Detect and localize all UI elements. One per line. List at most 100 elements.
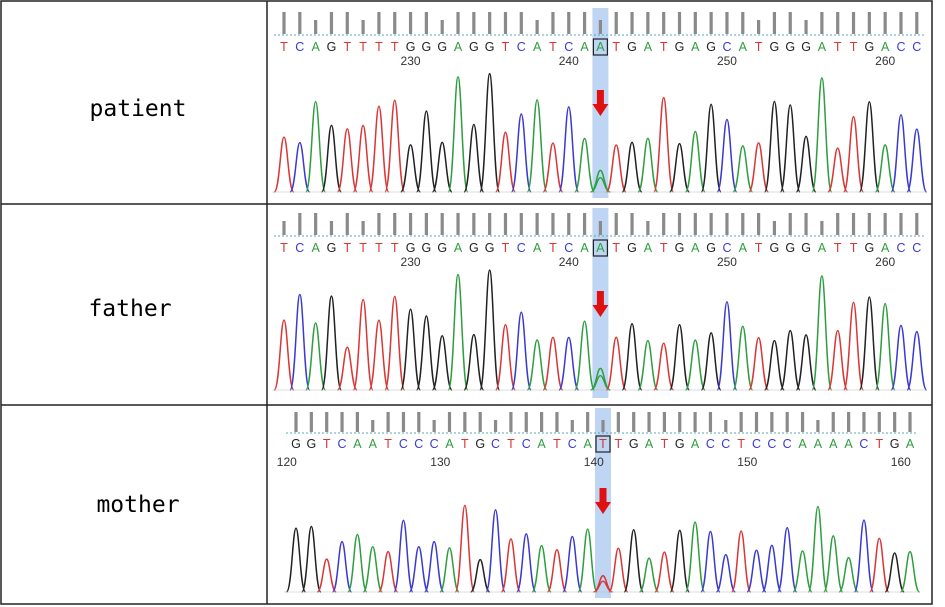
base-call: T	[875, 437, 883, 451]
position-label: 260	[875, 255, 895, 269]
base-call: C	[721, 437, 730, 451]
quality-bar	[847, 412, 851, 432]
base-call: G	[770, 241, 780, 255]
trace-peak	[439, 547, 460, 593]
base-call: T	[661, 437, 669, 451]
quality-bar	[614, 12, 618, 34]
quality-bar	[725, 12, 729, 34]
base-call: T	[280, 241, 288, 255]
quality-bar	[877, 412, 881, 432]
trace-peak	[301, 525, 322, 593]
quality-bar	[820, 221, 824, 235]
quality-bar	[836, 213, 840, 235]
quality-bar	[424, 12, 428, 34]
quality-bar	[401, 412, 406, 432]
quality-bar	[488, 12, 492, 34]
quality-bar	[314, 213, 318, 235]
base-call: T	[549, 40, 557, 54]
quality-bar	[386, 412, 390, 432]
trace-peak	[447, 273, 469, 391]
base-call: T	[553, 437, 561, 451]
quality-bar	[662, 213, 666, 235]
quality-bar	[804, 213, 808, 235]
trace-peak	[423, 540, 445, 593]
trace-peak	[906, 330, 928, 391]
base-call: C	[399, 437, 408, 451]
base-call: A	[353, 437, 362, 451]
quality-bar	[630, 12, 634, 34]
variant-arrow	[595, 488, 611, 514]
quality-bar	[567, 12, 571, 34]
base-call: T	[359, 241, 367, 255]
trace-peak	[400, 308, 422, 391]
base-call: G	[475, 437, 485, 451]
base-call: A	[691, 241, 700, 255]
trace-peak	[431, 334, 453, 391]
quality-bar	[800, 412, 805, 432]
base-call: A	[369, 437, 378, 451]
base-call: A	[596, 40, 605, 54]
position-label: 250	[717, 54, 737, 68]
position-label: 240	[559, 255, 579, 269]
base-call: G	[469, 241, 479, 255]
quality-bar	[535, 20, 539, 34]
quality-bar	[788, 213, 792, 235]
trace-peak	[463, 333, 485, 391]
trace-peak	[454, 504, 476, 593]
quality-bar	[851, 12, 856, 34]
base-call: C	[295, 241, 304, 255]
quality-bar	[329, 12, 334, 34]
trace-peak	[479, 269, 501, 391]
variant-box	[592, 38, 609, 56]
trace-peak-secondary	[593, 580, 613, 593]
trace-peak	[637, 339, 659, 391]
quality-bar	[678, 412, 682, 432]
quality-bar	[883, 12, 887, 34]
base-call: G	[306, 437, 316, 451]
quality-bar	[677, 12, 682, 34]
quality-bar	[770, 412, 774, 432]
trace-peak	[748, 336, 770, 391]
base-call: T	[507, 437, 515, 451]
trace-peak	[558, 106, 580, 193]
base-call: C	[522, 437, 531, 451]
quality-bar	[294, 412, 298, 432]
quality-bar	[325, 412, 329, 432]
quality-bar	[820, 12, 824, 34]
row-label-patient: patient	[90, 96, 187, 122]
quality-bar	[915, 213, 919, 235]
base-call: C	[912, 241, 921, 255]
base-call: T	[323, 437, 331, 451]
trace-peak	[463, 123, 485, 193]
trace-peak	[320, 124, 343, 193]
quality-bar	[693, 213, 697, 235]
quality-bar	[361, 20, 365, 34]
trace-peak	[732, 145, 754, 193]
quality-bar	[282, 12, 286, 34]
quality-bar	[867, 213, 871, 235]
base-call: A	[818, 40, 827, 54]
base-call: T	[461, 437, 469, 451]
trace-peak	[621, 322, 643, 391]
position-label: 240	[559, 54, 579, 68]
trace-peak	[336, 346, 358, 391]
base-call: G	[422, 40, 432, 54]
base-call: T	[384, 437, 392, 451]
quality-bar	[677, 213, 682, 235]
base-call: C	[752, 437, 761, 451]
quality-bar	[355, 412, 359, 432]
quality-bar	[314, 20, 318, 34]
quality-bar	[754, 412, 759, 432]
row-label-mother: mother	[96, 492, 179, 518]
quality-bar	[816, 420, 820, 432]
trace-peak	[336, 128, 358, 193]
trace-peak	[384, 295, 406, 391]
quality-bar	[417, 412, 421, 432]
base-call: A	[881, 40, 890, 54]
trace-peak	[842, 301, 865, 391]
quality-bar	[551, 12, 555, 34]
base-call: T	[280, 40, 288, 54]
quality-bar	[915, 12, 919, 34]
